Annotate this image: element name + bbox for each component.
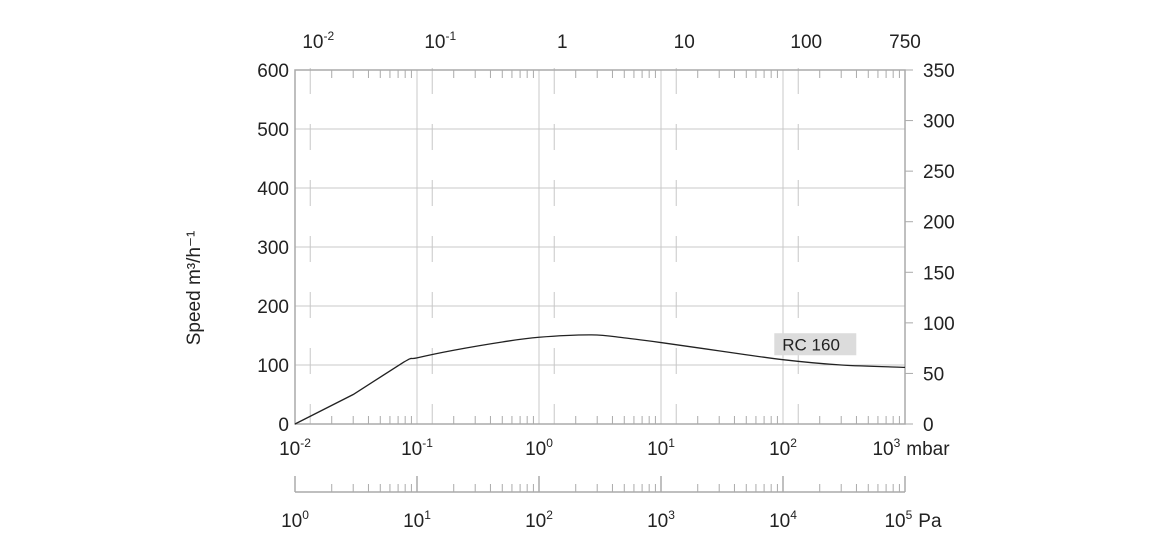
y-axis-label: Speed m³/h⁻¹ (184, 231, 205, 346)
y-left-tick-label: 100 (257, 356, 289, 377)
x-pa-tick-label: 100 (281, 508, 309, 532)
series-label-bg (774, 333, 857, 356)
x-pa-tick-label: 101 (403, 508, 431, 532)
x-pa-tick-label: 104 (769, 508, 797, 532)
plot-frame (294, 69, 906, 425)
x-torr-tick-label: 10-1 (424, 29, 456, 53)
x-torr-tick-label: 1 (557, 32, 568, 53)
y-left-tick-label: 200 (257, 297, 289, 318)
y-left-tick-label: 300 (257, 238, 289, 259)
series-line-rc160 (294, 334, 906, 425)
x-mbar-tick-label: 102 (769, 436, 797, 460)
x-mbar-tick-label: 10-1 (401, 436, 433, 460)
x-mbar-tick-label: 103 mbar (872, 436, 950, 460)
x-torr-tick-label: 10-2 (302, 29, 334, 53)
x-torr-tick-label: 100 (790, 32, 822, 53)
y-right-tick-label: 150 (923, 263, 955, 284)
x-pa-tick-label: 105 Pa (884, 508, 942, 532)
x-mbar-tick-label: 101 (647, 436, 675, 460)
y-right-tick-label: 200 (923, 213, 955, 234)
y-left-tick-label: 400 (257, 179, 289, 200)
x-pa-tick-label: 102 (525, 508, 553, 532)
series-label: RC 160 (782, 335, 840, 354)
y-right-tick-label: 100 (923, 314, 955, 335)
x-mbar-tick-label: 100 (525, 436, 553, 460)
y-right-tick-label: 300 (923, 112, 955, 133)
y-right-tick-label: 50 (923, 364, 944, 385)
y-left-tick-label: 0 (278, 415, 289, 436)
x-torr-tick-label: 10 (674, 32, 695, 53)
y-right-tick-label: 350 (923, 61, 955, 82)
y-left-tick-label: 600 (257, 61, 289, 82)
x-pa-tick-label: 103 (647, 508, 675, 532)
y-right-tick-label: 0 (923, 415, 934, 436)
y-right-tick-label: 250 (923, 162, 955, 183)
x-torr-tick-label: 750 (889, 32, 921, 53)
y-left-tick-label: 500 (257, 120, 289, 141)
x-mbar-tick-label: 10-2 (279, 436, 311, 460)
